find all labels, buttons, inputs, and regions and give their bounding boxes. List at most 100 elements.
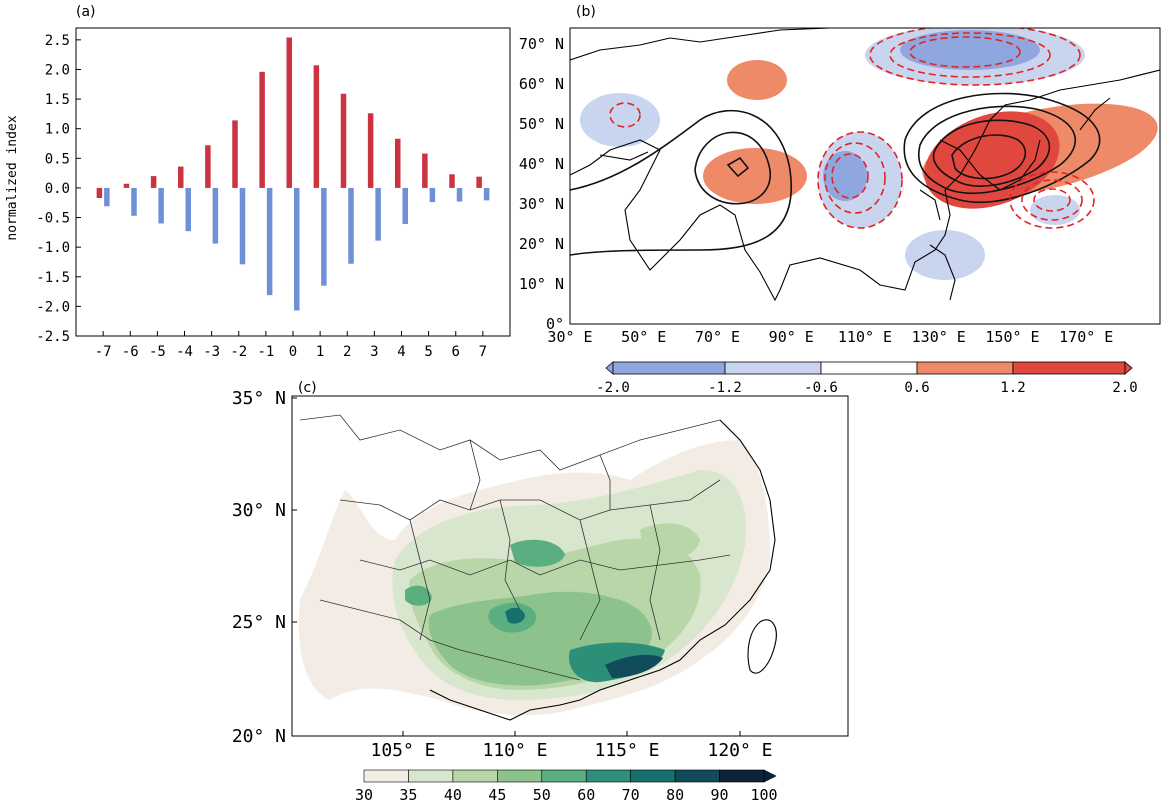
colorbar-c-tick-label: 90 (711, 786, 729, 804)
bar-group (96, 37, 490, 311)
y-tick-label: -2.0 (36, 299, 70, 315)
x-tick-label: 3 (370, 344, 378, 360)
colorbar-c-tick-label: 50 (533, 786, 551, 804)
map-b-y-tick-label: 50° N (519, 115, 564, 133)
panel-b-label: (b) (576, 4, 596, 20)
map-b-x-tick-label: 150° E (985, 328, 1039, 346)
map-b-y-tick-label: 30° N (519, 195, 564, 213)
y-tick-label: 0.5 (45, 151, 70, 167)
x-tick-label: 2 (343, 344, 351, 360)
bar-negative (294, 187, 300, 311)
map-b-y-tick-label: 10° N (519, 275, 564, 293)
panel-c-frame (291, 395, 849, 737)
x-tick-label: -4 (176, 344, 193, 360)
map-b-x-tick-label: 50° E (621, 328, 666, 346)
map-b-y-tick-label: 60° N (519, 75, 564, 93)
colorbar-b-bin (724, 361, 822, 375)
map-c-x-tick-label: 115° E (594, 740, 659, 761)
coastline-c (429, 419, 777, 721)
map-b-y-tick-label: 0° (546, 315, 564, 333)
bar-positive (476, 176, 482, 188)
colorbar-b-tick-label: 2.0 (1112, 380, 1137, 396)
bar-negative (158, 187, 164, 224)
colorbar-c-bin (541, 769, 587, 783)
map-c-content (292, 396, 848, 736)
bar-negative (348, 187, 354, 264)
colorbar-b-tick-label: -2.0 (596, 380, 630, 396)
y-tick-label: 1.0 (45, 122, 70, 138)
bar-negative (375, 187, 381, 241)
map-b-y-tick-label: 70° N (519, 35, 564, 53)
colorbar-c: 30 35 40 45 50 60 70 80 90 100 (355, 769, 778, 804)
bar-positive (449, 174, 455, 188)
panel-a: (a) normalized index 2.5 2.0 1.5 1.0 0.5 0.0 -… (5, 4, 511, 360)
map-c-y-ticks: 20° N 25° N 30° N 35° N (232, 388, 297, 747)
bar-positive (422, 153, 428, 188)
negative-contours (609, 28, 1095, 229)
panel-a-label: (a) (76, 4, 96, 20)
bar-positive (96, 187, 103, 198)
bar-positive (367, 113, 374, 188)
x-tick-label: -6 (122, 344, 139, 360)
colorbar-b-bin (916, 361, 1014, 375)
positive-anomaly-siberia (727, 60, 787, 100)
x-tick-label: 6 (452, 344, 460, 360)
map-b-x-tick-label: 30° E (547, 328, 592, 346)
bar-positive (232, 120, 238, 188)
colorbar-c-bin (585, 769, 631, 783)
bar-positive (395, 138, 401, 188)
x-tick-label: 1 (316, 344, 324, 360)
y-axis-label: normalized index (5, 115, 20, 240)
y-tick-label: -0.5 (36, 211, 70, 227)
colorbar-b-tick-label: 0.6 (904, 380, 929, 396)
taiwan-island (747, 619, 777, 674)
map-b-y-tick-label: 20° N (519, 235, 564, 253)
rainfall-level-50 (510, 539, 565, 567)
map-b-x-tick-label: 90° E (769, 328, 814, 346)
bar-negative (131, 187, 137, 216)
y-tick-label: 2.0 (45, 62, 70, 78)
bar-negative (266, 187, 273, 296)
map-c-x-ticks: 105° E 110° E 115° E 120° E (370, 731, 773, 761)
x-tick-label: 0 (289, 344, 297, 360)
rainfall-level-50 (405, 585, 432, 606)
map-b-y-ticks: 0° 10° N 20° N 30° N 40° N 50° N 60° N 70° N (519, 35, 564, 333)
colorbar-c-tick-label: 35 (399, 786, 417, 804)
x-tick-label: -7 (95, 344, 112, 360)
positive-anomaly-tibet (703, 148, 807, 204)
map-b-x-tick-label: 170° E (1059, 328, 1113, 346)
colorbar-b-ticks: -2.0 -1.2 -0.6 0.6 1.2 2.0 (596, 380, 1138, 396)
colorbar-b-bin (1012, 361, 1126, 375)
bar-positive (286, 37, 292, 188)
colorbar-c-bin (674, 769, 720, 783)
x-tick-group: -7 -6 -5 -4 -3 -2 -1 0 1 2 3 4 5 6 7 (95, 331, 487, 360)
bar-negative (483, 187, 490, 201)
bar-positive (205, 145, 211, 188)
negative-anomaly-europe (580, 93, 660, 147)
colorbar-c-tick-label: 60 (577, 786, 595, 804)
colorbar-c-bin (630, 769, 676, 783)
province-boundaries (299, 414, 731, 681)
bar-negative (104, 187, 110, 207)
map-c-x-tick-label: 110° E (482, 740, 547, 761)
colorbar-b-tick-label: -1.2 (708, 380, 742, 396)
colorbar-c-bin (719, 769, 765, 783)
panel-b-frame (569, 27, 1161, 325)
x-tick-label: -3 (203, 344, 220, 360)
map-b-y-tick-label: 40° N (519, 155, 564, 173)
panel-b: (b) (519, 4, 1161, 396)
bar-negative (212, 187, 219, 244)
x-tick-label: 5 (424, 344, 432, 360)
colorbar-c-tick-label: 80 (666, 786, 684, 804)
strong-negative-anomaly-china (823, 151, 867, 201)
x-tick-label: -1 (257, 344, 274, 360)
colorbar-c-bin (408, 769, 454, 783)
rainfall-level-40 (640, 523, 700, 560)
map-c-y-tick-label: 25° N (232, 612, 286, 633)
colorbar-b-right-arrow (1124, 361, 1133, 375)
colorbar-b-left-arrow (605, 361, 614, 375)
map-b-x-tick-label: 130° E (912, 328, 966, 346)
y-tick-label: -1.5 (36, 270, 70, 286)
y-tick-label: -2.5 (36, 329, 70, 345)
